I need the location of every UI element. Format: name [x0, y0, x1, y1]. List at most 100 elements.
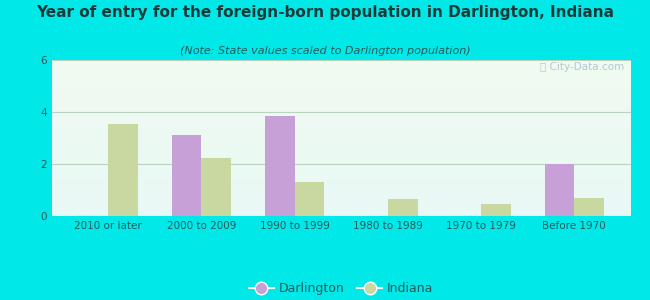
Bar [52, 110, 630, 112]
Bar [575, 198, 604, 216]
Bar [52, 157, 630, 158]
Bar [52, 205, 630, 207]
Bar [52, 63, 630, 65]
Bar [52, 91, 630, 93]
Bar [52, 121, 630, 122]
Bar [52, 143, 630, 144]
Bar [52, 149, 630, 151]
Text: Year of entry for the foreign-born population in Darlington, Indiana: Year of entry for the foreign-born popul… [36, 4, 614, 20]
Bar [52, 74, 630, 76]
Text: ⓘ City-Data.com: ⓘ City-Data.com [540, 61, 625, 72]
Bar [388, 199, 418, 216]
Bar [52, 130, 630, 132]
Bar [52, 186, 630, 188]
Legend: Darlington, Indiana: Darlington, Indiana [244, 277, 439, 300]
Bar [52, 96, 630, 98]
Bar [545, 164, 575, 216]
Bar [52, 86, 630, 88]
Bar [52, 119, 630, 121]
Bar [52, 211, 630, 213]
Bar [52, 60, 630, 61]
Bar [52, 152, 630, 154]
Bar [52, 127, 630, 129]
Bar [52, 108, 630, 110]
Bar [52, 144, 630, 146]
Bar [52, 164, 630, 166]
Bar [52, 125, 630, 127]
Bar [52, 115, 630, 116]
Bar [52, 214, 630, 216]
Bar [52, 112, 630, 113]
Bar [265, 116, 294, 216]
Bar [52, 79, 630, 80]
Bar [52, 202, 630, 203]
Bar [52, 135, 630, 136]
Bar [52, 168, 630, 169]
Bar [52, 199, 630, 200]
Bar [52, 65, 630, 66]
Bar [52, 94, 630, 96]
Bar [294, 182, 324, 216]
Bar [52, 100, 630, 102]
Bar [52, 69, 630, 71]
Bar [108, 124, 138, 216]
Bar [52, 80, 630, 82]
Bar [52, 207, 630, 208]
Bar [52, 158, 630, 160]
Bar [52, 82, 630, 83]
Bar [52, 104, 630, 105]
Bar [202, 158, 231, 216]
Bar [52, 210, 630, 211]
Bar [52, 85, 630, 86]
Bar [52, 76, 630, 77]
Bar [52, 196, 630, 197]
Bar [52, 61, 630, 63]
Bar [52, 90, 630, 91]
Bar [52, 166, 630, 168]
Bar [52, 133, 630, 135]
Bar [52, 182, 630, 183]
Bar [52, 197, 630, 199]
Bar [52, 155, 630, 157]
Bar [52, 194, 630, 196]
Bar [52, 102, 630, 104]
Bar [52, 169, 630, 171]
Bar [52, 193, 630, 194]
Bar [52, 122, 630, 124]
Bar [52, 71, 630, 73]
Bar [52, 180, 630, 182]
Bar [52, 66, 630, 68]
Bar [52, 77, 630, 79]
Bar [52, 213, 630, 214]
Bar [52, 138, 630, 140]
Bar [52, 203, 630, 205]
Bar [52, 99, 630, 100]
Bar [52, 140, 630, 141]
Bar [52, 191, 630, 193]
Bar [52, 161, 630, 163]
Bar [52, 151, 630, 152]
Bar [52, 200, 630, 202]
Bar [52, 163, 630, 164]
Bar [52, 105, 630, 107]
Bar [52, 154, 630, 155]
Bar [52, 129, 630, 130]
Bar [52, 88, 630, 90]
Bar [52, 107, 630, 108]
Text: (Note: State values scaled to Darlington population): (Note: State values scaled to Darlington… [179, 46, 471, 56]
Bar [52, 174, 630, 176]
Bar [52, 73, 630, 74]
Bar [52, 178, 630, 180]
Bar [52, 177, 630, 178]
Bar [52, 176, 630, 177]
Bar [52, 118, 630, 119]
Bar [52, 124, 630, 125]
Bar [52, 147, 630, 149]
Bar [481, 204, 511, 216]
Bar [52, 172, 630, 174]
Bar [52, 83, 630, 85]
Bar [52, 98, 630, 99]
Bar [52, 208, 630, 210]
Bar [52, 160, 630, 161]
Bar [52, 132, 630, 133]
